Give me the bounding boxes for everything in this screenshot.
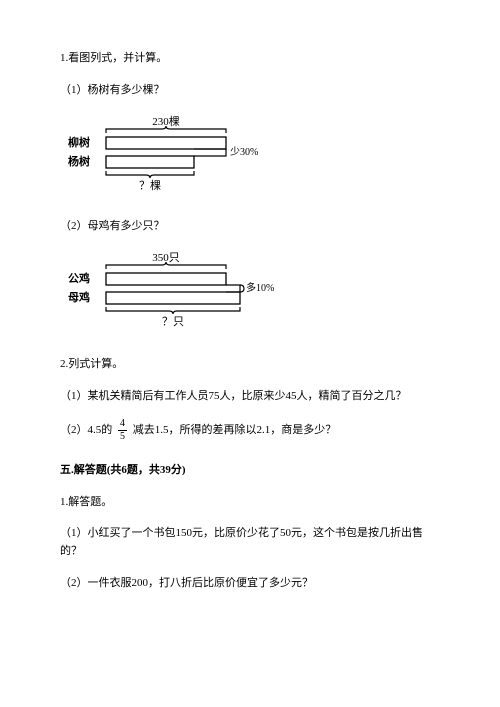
row1-label: 公鸡	[68, 271, 90, 285]
fraction-icon: 4 5	[118, 419, 127, 442]
q1-title: 1.看图列式，并计算。	[60, 50, 440, 68]
s5-q1-title: 1.解答题。	[60, 494, 440, 512]
worksheet-page: 1.看图列式，并计算。 （1）杨树有多少棵？ 230棵 柳树 杨树 少30% ？…	[0, 0, 500, 646]
q2-title: 2.列式计算。	[60, 356, 440, 374]
q2-part1: （1）某机关精简后有工作人员75人，比原来少45人，精简了百分之几？	[60, 388, 440, 406]
s5-q1-2: （2）一件衣服200，打八折后比原价便宜了多少元？	[60, 575, 440, 593]
q1-part1-label: （1）杨树有多少棵？	[60, 82, 440, 100]
diff-bracket-icon	[226, 285, 240, 292]
bar-willow	[106, 137, 226, 149]
brace-bottom-icon	[106, 171, 194, 178]
bar-rooster	[106, 273, 226, 285]
side-label: 少30%	[230, 146, 258, 158]
diagram-trees: 230棵 柳树 杨树 少30% ？棵	[66, 113, 440, 200]
brace-top-icon	[106, 262, 226, 269]
diff-bracket-icon	[194, 149, 226, 156]
q2-part2-a: （2）4.5的	[60, 424, 112, 436]
diagram-trees-svg: 230棵 柳树 杨树 少30% ？棵	[66, 113, 276, 193]
fraction-den: 5	[118, 431, 127, 442]
q2-part2: （2）4.5的 4 5 减去1.5，所得的差再除以2.1，商是多少？	[60, 419, 440, 442]
diagram-chickens: 350只 公鸡 母鸡 多10% ？只	[66, 249, 440, 338]
s5-q1-1: （1）小红买了一个书包150元，比原价少花了50元，这个书包是按几折出售的？	[60, 525, 440, 560]
bar-poplar	[106, 156, 194, 168]
bar-hen	[106, 292, 240, 304]
brace-bottom-icon	[106, 307, 240, 314]
top-value: 230棵	[152, 114, 180, 128]
diagram-chickens-svg: 350只 公鸡 母鸡 多10% ？只	[66, 249, 286, 331]
bottom-label: ？棵	[139, 178, 161, 192]
row2-label: 杨树	[68, 154, 90, 168]
q1-part2-label: （2）母鸡有多少只？	[60, 218, 440, 236]
row2-label: 母鸡	[68, 290, 90, 304]
row1-label: 柳树	[68, 135, 90, 149]
fraction-num: 4	[118, 419, 127, 431]
side-label: 多10%	[246, 281, 274, 294]
q2-part2-b: 减去1.5，所得的差再除以2.1，商是多少？	[133, 424, 337, 436]
section5-title: 五.解答题(共6题，共39分)	[60, 462, 440, 480]
brace-top-icon	[106, 126, 226, 133]
bottom-label: ？只	[162, 316, 184, 328]
